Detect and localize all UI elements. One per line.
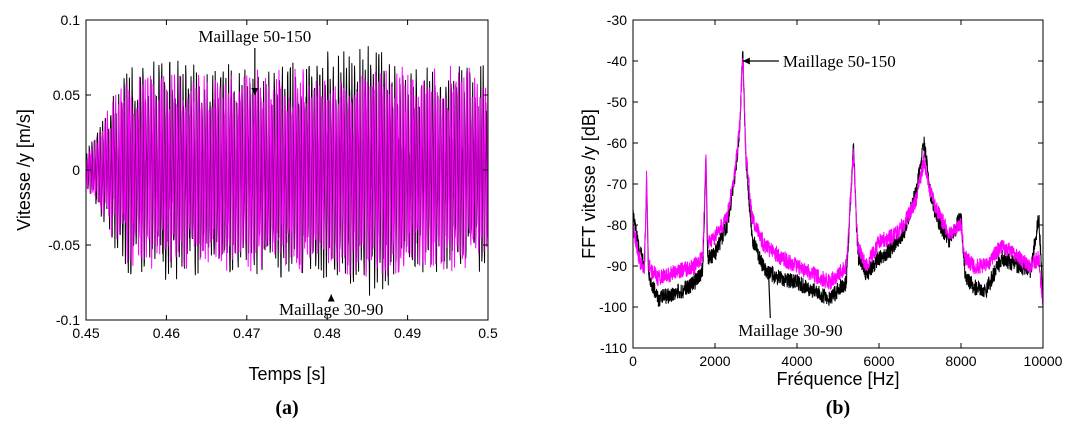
chart-b-panel-label: (b) (826, 397, 850, 419)
annotation-arrow-line (767, 265, 771, 319)
series-magenta-line (633, 57, 1043, 309)
y-tick-label: -100 (599, 299, 627, 315)
x-tick-label: 10000 (1024, 353, 1063, 369)
x-tick-label: 0.45 (72, 325, 99, 341)
annotation-arrow-head (765, 266, 773, 274)
y-tick-label: -80 (607, 217, 627, 233)
chart-a-series-group (86, 46, 488, 296)
annotation-label: Maillage 50-150 (783, 52, 896, 71)
y-tick-label: -60 (607, 135, 627, 151)
chart-b-ticks: 0 2000 4000 6000 8000 10000 -30 -40 -50 -60 -70 -80… (599, 12, 1063, 369)
x-tick-label: 0.49 (394, 325, 421, 341)
x-tick-label: 6000 (863, 353, 894, 369)
y-tick-label: -50 (607, 94, 627, 110)
chart-a-ticks: 0.45 0.46 0.47 0.48 0.49 0.5 -0.1 -0.05 0 0.05 0.1 (48, 12, 498, 341)
y-tick-label: -0.05 (48, 237, 80, 253)
x-tick-label: 0.5 (478, 325, 498, 341)
y-tick-label: -110 (600, 340, 627, 356)
y-tick-label: 0.05 (53, 87, 80, 103)
x-tick-label: 4000 (781, 353, 812, 369)
series-magenta-line (86, 65, 488, 277)
chart-b-x-axis-label: Fréquence [Hz] (776, 369, 899, 389)
chart-a: 0.45 0.46 0.47 0.48 0.49 0.5 -0.1 -0.05 0 0.05 0.1… (14, 12, 498, 419)
y-tick-label: 0.1 (61, 12, 81, 28)
chart-a-x-axis-label: Temps [s] (248, 364, 325, 384)
annotation-label: Maillage 50-150 (198, 27, 311, 46)
x-tick-label: 8000 (945, 353, 976, 369)
y-tick-label: -70 (607, 176, 627, 192)
x-tick-label: 0.47 (233, 325, 260, 341)
x-tick-label: 0.46 (153, 325, 180, 341)
chart-a-annotations: Maillage 50-150 Maillage 30-90 (198, 27, 383, 319)
x-tick-label: 0.48 (314, 325, 341, 341)
annotation-arrow-head (251, 88, 259, 95)
annotation-arrow-head (327, 294, 335, 302)
chart-b: 0 2000 4000 6000 8000 10000 -30 -40 -50 -60 -70 -80… (579, 12, 1063, 419)
chart-b-y-axis-label: FFT vitesse /y [dB] (579, 109, 599, 259)
chart-b-annotations: Maillage 50-150 Maillage 30-90 (738, 52, 895, 340)
chart-a-y-axis-label: Vitesse /y [m/s] (14, 109, 34, 231)
chart-a-panel-label: (a) (275, 397, 298, 419)
x-tick-label: 2000 (699, 353, 730, 369)
y-tick-label: -90 (607, 258, 627, 274)
series-black-line (633, 50, 1043, 307)
y-tick-label: -0.1 (56, 312, 80, 328)
chart-b-series-group (633, 50, 1043, 309)
annotation-arrow-head (742, 57, 750, 65)
y-tick-label: -30 (607, 12, 627, 28)
annotation-label: Maillage 30-90 (738, 321, 842, 340)
y-tick-label: -40 (607, 53, 627, 69)
y-tick-label: 0 (72, 162, 80, 178)
x-tick-label: 0 (629, 353, 637, 369)
annotation-label: Maillage 30-90 (279, 300, 383, 319)
